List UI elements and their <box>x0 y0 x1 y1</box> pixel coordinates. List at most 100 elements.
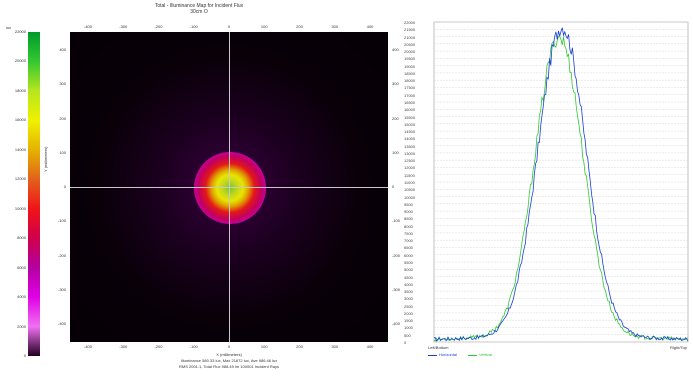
cross-section-y-tick-label: 12500 <box>404 158 416 164</box>
colorbar-tick-label: 0 <box>23 353 26 358</box>
y-tick-label: 300 <box>392 81 399 87</box>
cross-section-y-tick-label: 7000 <box>404 238 413 244</box>
cross-section-y-tick-label: 500 <box>404 332 411 338</box>
cross-section-panel: 22000 21500 21000 20500 20000 19500 19000 18500… <box>398 0 693 376</box>
cross-section-y-tick-label: 12000 <box>404 165 416 171</box>
y-tick-label: 200 <box>59 115 66 121</box>
illuminance-spot <box>194 152 266 224</box>
x-tick-labels-bottom: -400 -300 -200 -100 0 100 200 300 400 <box>70 345 388 350</box>
cross-section-y-tick-label: 14000 <box>404 136 416 142</box>
cross-section-y-tick-label: 21500 <box>404 27 416 33</box>
cross-section-y-tick-label: 16000 <box>404 107 416 113</box>
y-axis-label: Y (millimeters) <box>43 146 48 172</box>
cross-section-y-tick-label: 9000 <box>404 209 413 215</box>
legend-horizontal-label: Horizontal <box>439 352 458 357</box>
cross-section-y-tick-label: 1500 <box>404 318 413 324</box>
x-tick-label: 300 <box>331 344 339 349</box>
cross-section-y-tick-label: 22000 <box>404 20 416 25</box>
x-tick-label: 0 <box>227 24 231 29</box>
cross-section-y-tick-label: 17500 <box>404 85 416 91</box>
cross-section-y-tick-label: 11500 <box>404 172 415 178</box>
colorbar-tick-label: 18000 <box>14 87 26 93</box>
y-tick-label: 300 <box>59 81 66 87</box>
cross-section-y-tick-label: 18500 <box>404 70 416 76</box>
y-tick-label: -300 <box>57 286 66 292</box>
x-tick-label: 200 <box>296 24 303 29</box>
y-tick-labels-left: 400 300 200 100 0 -100 -200 -300 -400 <box>50 32 68 342</box>
colorbar-tick-label: 2000 <box>17 323 26 329</box>
colorbar-tick-label: 8000 <box>17 235 26 241</box>
legend-horizontal-swatch <box>428 355 437 356</box>
horizontal-crosshair <box>70 187 388 188</box>
x-tick-label: -100 <box>189 344 198 349</box>
y-tick-label: -100 <box>57 218 66 224</box>
x-tick-label: -400 <box>83 24 92 29</box>
colorbar-tick-label: 10000 <box>14 205 26 211</box>
cross-section-y-tick-label: 10500 <box>404 187 416 193</box>
left-bottom-label: Left/Bottom <box>428 345 449 350</box>
colorbar-tick-label: 4000 <box>17 294 26 300</box>
x-tick-label: -300 <box>119 344 128 349</box>
cross-section-y-tick-label: 9500 <box>404 201 413 207</box>
y-tick-label: -400 <box>57 321 66 326</box>
colorbar-unit: lux <box>6 25 12 30</box>
map-title: Total - Illuminance Map for Incident Flu… <box>154 3 244 9</box>
x-tick-label: -100 <box>189 24 198 29</box>
y-tick-label: -200 <box>392 252 401 258</box>
x-tick-label: 100 <box>260 24 268 29</box>
map-subtitle: 30cm O <box>190 9 208 15</box>
right-top-label: Right/Top <box>670 345 687 350</box>
cross-section-y-tick-label: 8000 <box>404 223 413 229</box>
x-tick-label: 400 <box>366 344 374 349</box>
cross-section-y-tick-label: 6000 <box>404 252 413 258</box>
cross-section-y-tick-label: 14500 <box>404 129 416 135</box>
colorbar-ticks: 22000 20000 18000 16000 14000 12000 10000 8000 6… <box>2 29 26 358</box>
cross-section-y-tick-label: 20000 <box>404 49 416 55</box>
illuminance-map-panel: Total - Illuminance Map for Incident Flu… <box>2 3 400 369</box>
cross-section-y-tick-label: 19500 <box>404 56 416 62</box>
cross-section-y-tick-label: 8500 <box>404 216 413 222</box>
y-tick-label: -300 <box>392 286 401 292</box>
cross-section-chart <box>433 21 689 343</box>
x-tick-label: -300 <box>119 24 128 29</box>
cross-section-y-tick-label: 13000 <box>404 150 416 156</box>
y-tick-label: -400 <box>392 321 401 326</box>
cross-section-y-tick-label: 3000 <box>404 296 413 302</box>
cross-section-y-tick-label: 19000 <box>404 63 416 69</box>
cross-section-y-tick-label: 15000 <box>404 121 416 127</box>
y-tick-label: -100 <box>392 218 401 224</box>
legend-vertical-swatch <box>468 355 477 356</box>
cross-section-y-tick-labels: 22000 21500 21000 20500 20000 19500 19000 18500… <box>404 0 436 376</box>
x-tick-label: 300 <box>331 24 339 29</box>
y-tick-label: 100 <box>59 149 66 155</box>
colorbar <box>28 32 40 356</box>
cross-section-y-tick-label: 17000 <box>404 92 416 98</box>
colorbar-tick-label: 6000 <box>17 264 26 270</box>
cross-section-y-tick-label: 5000 <box>404 267 413 273</box>
cross-section-y-tick-label: 0 <box>404 340 407 345</box>
y-tick-label: 400 <box>392 47 399 52</box>
y-tick-label: -200 <box>57 252 66 258</box>
x-axis-label: X (millimeters) <box>216 352 242 357</box>
x-tick-label: 100 <box>260 344 268 349</box>
x-tick-label: 400 <box>366 24 374 29</box>
cross-section-y-tick-label: 4500 <box>404 274 413 280</box>
illuminance-map <box>70 32 388 342</box>
x-tick-label: 200 <box>296 344 303 349</box>
colorbar-tick-label: 14000 <box>14 146 26 152</box>
vertical-profile-line <box>433 36 689 342</box>
colorbar-tick-label: 22000 <box>14 29 26 34</box>
x-tick-labels-top: -400 -300 -200 -100 0 100 200 300 400 <box>70 25 388 30</box>
cross-section-y-tick-label: 11000 <box>404 180 415 185</box>
x-tick-label: -200 <box>154 24 163 29</box>
x-tick-label: 0 <box>227 344 231 349</box>
cross-section-y-tick-label: 1000 <box>404 325 413 331</box>
legend-vertical-label: Vertical <box>479 352 493 357</box>
cross-section-y-tick-label: 16500 <box>404 100 416 105</box>
cross-section-y-tick-label: 13500 <box>404 143 416 149</box>
y-tick-labels-right: 400 300 200 100 0 -100 -200 -300 -400 <box>390 32 408 342</box>
y-tick-label: 0 <box>63 184 66 189</box>
cross-section-y-tick-label: 4000 <box>404 281 413 287</box>
cross-section-y-tick-label: 7500 <box>404 230 413 236</box>
cross-section-y-tick-label: 6500 <box>404 245 413 251</box>
